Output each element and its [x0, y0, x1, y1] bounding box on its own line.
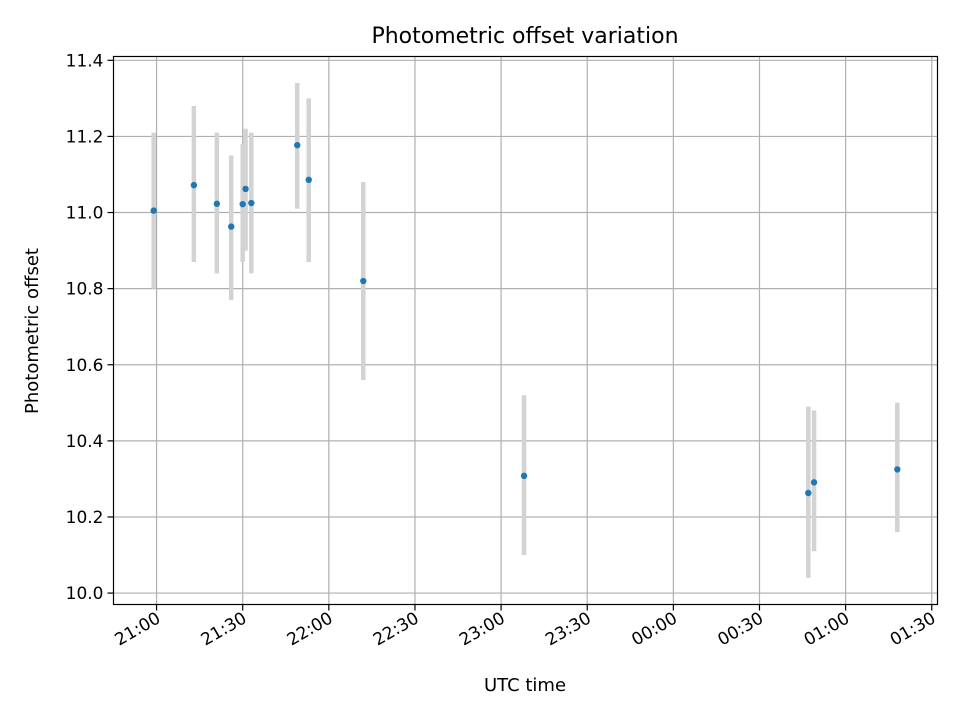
data-point	[242, 185, 249, 193]
data-point	[305, 176, 312, 183]
y-tick-label: 11.0	[66, 204, 104, 224]
data-point	[213, 200, 221, 207]
data-point	[228, 223, 235, 230]
y-tick-label: 10.6	[66, 356, 104, 376]
y-tick-label: 10.0	[66, 584, 104, 604]
y-tick-label: 10.4	[66, 432, 104, 452]
chart-title: Photometric offset variation	[371, 24, 678, 49]
y-tick-label: 10.2	[66, 508, 104, 528]
x-axis-label: UTC time	[484, 675, 566, 696]
data-point	[810, 479, 818, 486]
point-layer	[150, 141, 901, 497]
data-point	[190, 181, 198, 189]
y-tick-label: 11.4	[66, 51, 104, 71]
data-point	[360, 277, 367, 285]
data-point	[150, 207, 157, 214]
y-tick-label: 10.8	[66, 280, 104, 300]
data-point	[248, 199, 255, 207]
data-point	[520, 472, 528, 480]
plot-frame	[112, 55, 939, 606]
data-point	[894, 466, 901, 473]
data-point	[239, 200, 246, 208]
y-axis-label: Photometric offset	[22, 248, 43, 414]
y-tick-label: 11.2	[66, 127, 104, 147]
data-point	[294, 141, 301, 149]
data-point	[805, 489, 812, 497]
